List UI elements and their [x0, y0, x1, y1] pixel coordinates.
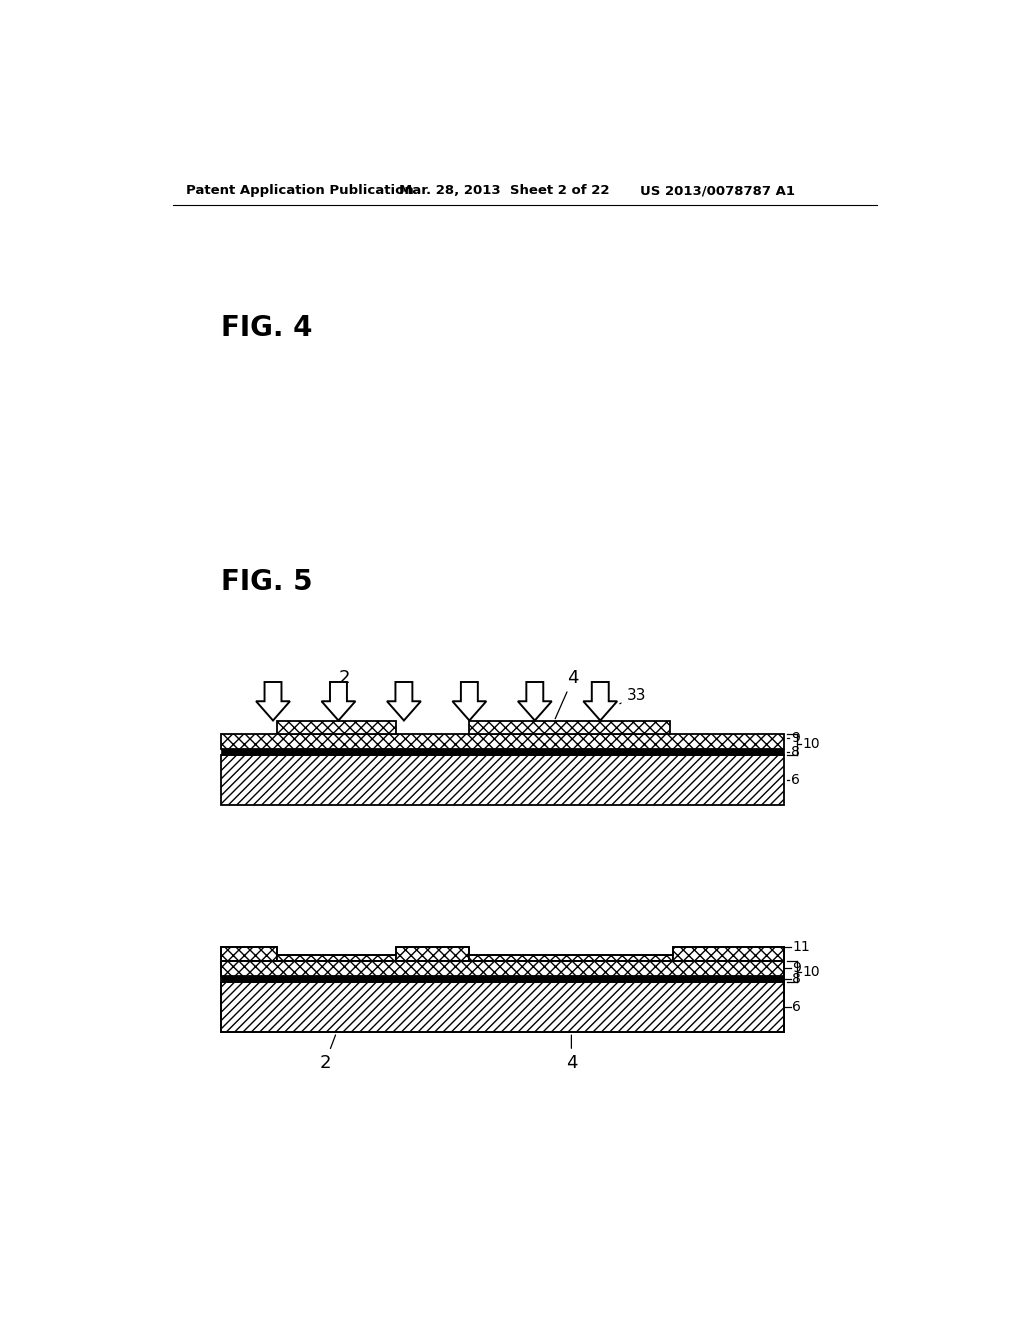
Text: 10: 10	[803, 738, 820, 751]
Polygon shape	[387, 682, 421, 721]
Bar	[221, 748, 783, 755]
Text: 8: 8	[792, 973, 801, 986]
Bar	[674, 946, 783, 961]
Text: 9: 9	[792, 731, 800, 746]
Polygon shape	[256, 682, 290, 721]
Text: 8: 8	[792, 744, 800, 759]
Bar	[221, 734, 783, 748]
Text: 4: 4	[565, 1035, 578, 1072]
Bar	[469, 721, 670, 734]
Text: 2: 2	[337, 669, 350, 718]
Bar	[276, 721, 396, 734]
Text: 6: 6	[792, 774, 800, 787]
Text: Patent Application Publication: Patent Application Publication	[186, 185, 414, 197]
Text: 9: 9	[792, 961, 801, 975]
Bar	[396, 946, 469, 961]
Bar	[221, 977, 783, 982]
Polygon shape	[584, 682, 617, 721]
Bar	[221, 961, 783, 977]
Text: FIG. 4: FIG. 4	[221, 314, 313, 342]
Text: 33: 33	[620, 688, 646, 704]
Text: 11: 11	[792, 940, 810, 954]
Bar	[221, 755, 783, 805]
Bar	[469, 954, 674, 961]
Polygon shape	[518, 682, 552, 721]
Bar	[221, 946, 276, 961]
Text: 6: 6	[792, 1001, 801, 1014]
Polygon shape	[453, 682, 486, 721]
Text: FIG. 5: FIG. 5	[221, 568, 313, 595]
Text: 2: 2	[319, 1035, 336, 1072]
Bar	[221, 982, 783, 1032]
Text: Mar. 28, 2013  Sheet 2 of 22: Mar. 28, 2013 Sheet 2 of 22	[398, 185, 609, 197]
Bar	[276, 954, 396, 961]
Polygon shape	[322, 682, 355, 721]
Text: 10: 10	[803, 965, 820, 978]
Text: 4: 4	[555, 669, 579, 718]
Text: US 2013/0078787 A1: US 2013/0078787 A1	[640, 185, 796, 197]
